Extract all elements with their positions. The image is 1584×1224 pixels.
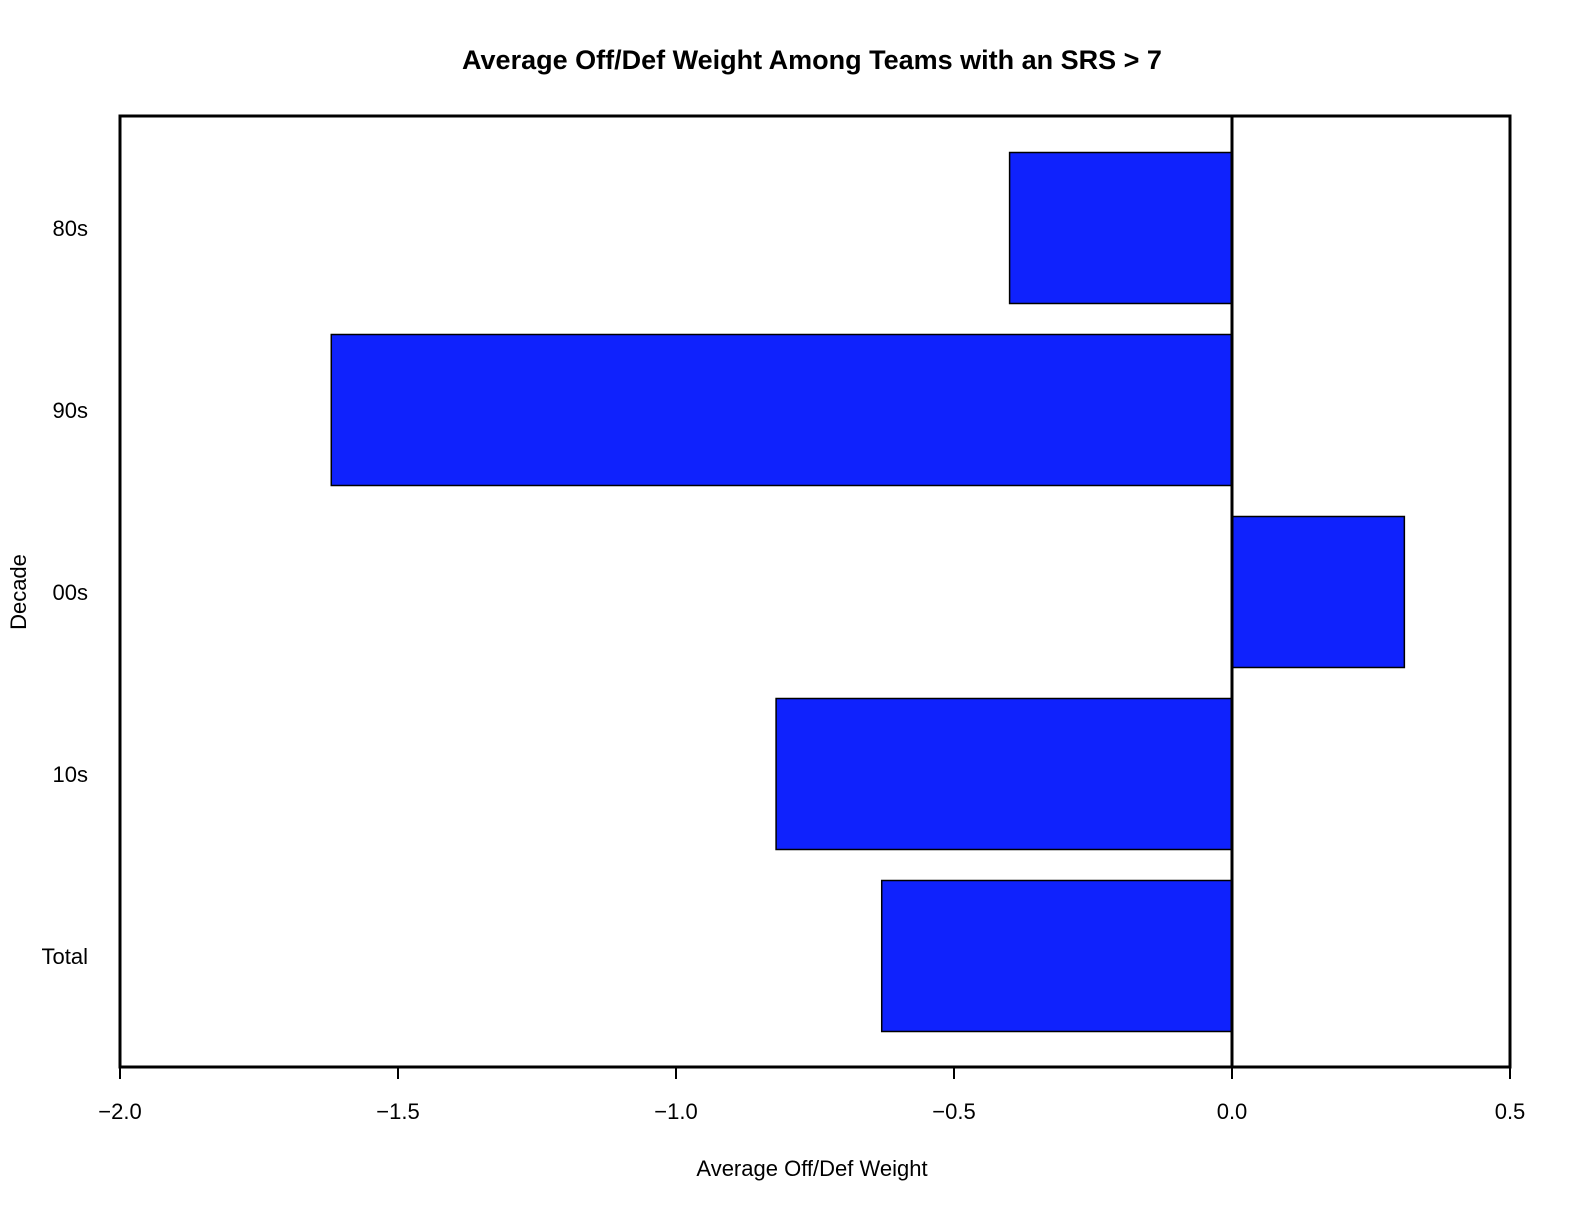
x-tick-label: 0.0 xyxy=(1217,1099,1248,1124)
y-tick-label: 10s xyxy=(53,762,88,787)
y-tick-label: 00s xyxy=(53,580,88,605)
bar-80s xyxy=(1008,151,1233,305)
chart-title: Average Off/Def Weight Among Teams with … xyxy=(462,45,1162,75)
y-tick-label: 90s xyxy=(53,398,88,423)
x-tick-label: −1.0 xyxy=(654,1099,697,1124)
bar-10s xyxy=(775,697,1233,851)
x-axis-label: Average Off/Def Weight xyxy=(696,1156,927,1181)
bars-group xyxy=(330,151,1406,1033)
x-tick-label: 0.5 xyxy=(1495,1099,1526,1124)
bar-90s xyxy=(330,333,1233,487)
y-tick-label: 80s xyxy=(53,216,88,241)
bar-00s xyxy=(1231,515,1406,669)
y-category-labels: 80s 90s 00s 10s Total xyxy=(42,216,88,969)
y-tick-label: Total xyxy=(42,944,88,969)
x-tick-label: −1.5 xyxy=(376,1099,419,1124)
y-axis-label: Decade xyxy=(6,554,31,630)
bar-total xyxy=(880,879,1233,1033)
x-axis: −2.0 −1.5 −1.0 −0.5 0.0 0.5 xyxy=(98,1067,1525,1124)
x-tick-label: −2.0 xyxy=(98,1099,141,1124)
x-tick-label: −0.5 xyxy=(932,1099,975,1124)
plot-frame xyxy=(118,114,1512,1069)
